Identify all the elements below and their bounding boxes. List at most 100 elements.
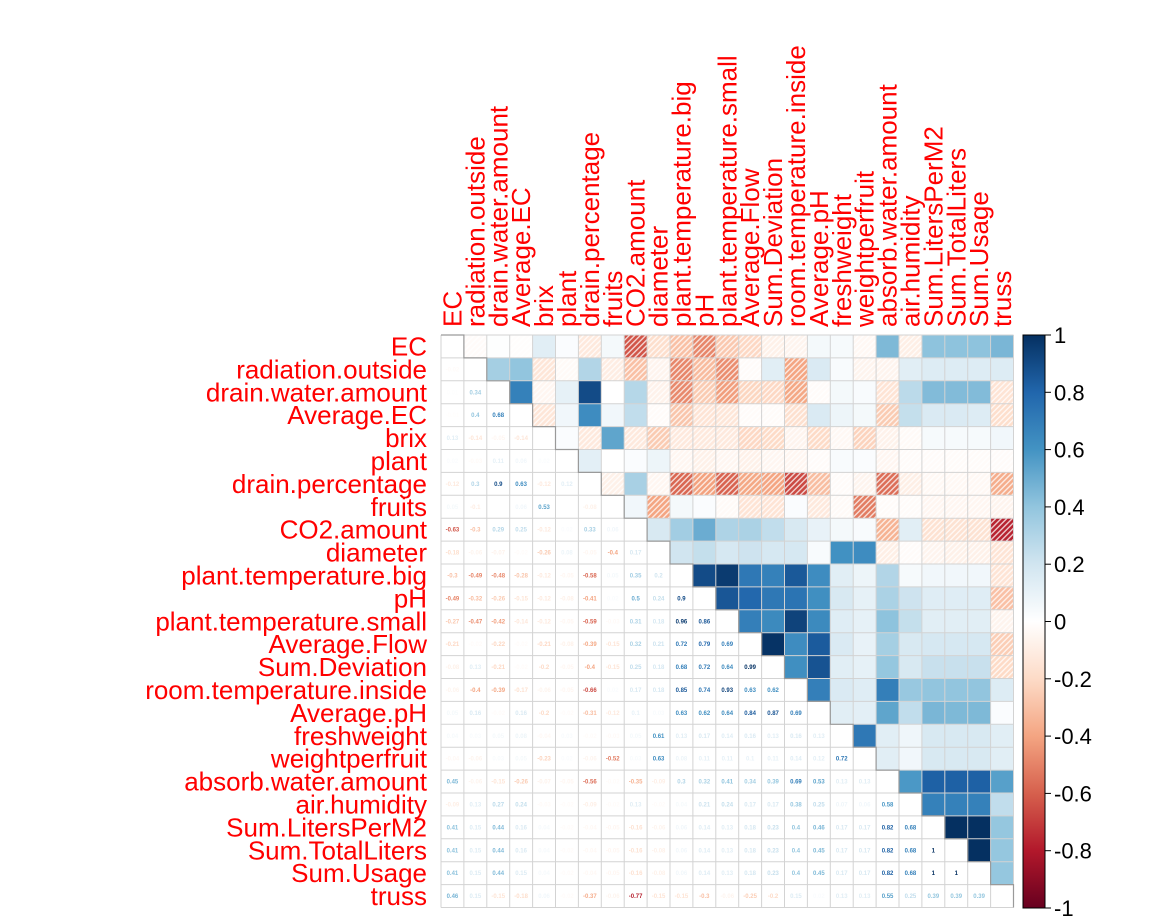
negative-hatch [692,403,717,428]
heatmap-cell [944,724,968,748]
coefficient-label: 0.79 [699,642,711,648]
row-label: freshweight [294,721,428,751]
negative-hatch [761,380,785,405]
coefficient-label: -0.08 [652,848,666,854]
heatmap-cell [853,541,877,564]
negative-hatch [623,426,648,450]
heatmap-cell [738,518,762,542]
heatmap-cell [944,655,968,679]
heatmap-cell [990,747,1014,771]
coefficient-label: 0.2 [654,573,663,579]
diagonal-cell [807,701,831,725]
heatmap-cell [601,426,625,450]
column-label: fruits [598,271,628,327]
column-label: radiation.outside [460,136,490,327]
coefficient-label: 0.16 [470,711,482,717]
coefficient-label: -0.02 [560,802,574,808]
heatmap-cell [899,632,922,656]
heatmap-cell [921,357,945,381]
negative-hatch [532,357,556,382]
heatmap-cell [761,518,785,542]
coefficient-label: 0.17 [744,802,756,808]
coefficient-label: -0.77 [629,894,643,900]
heatmap-cell [715,518,739,542]
negative-hatch [555,357,579,382]
negative-hatch [692,449,717,473]
coefficient-label: 0.08 [515,734,527,740]
row-label: air.humidity [296,789,428,819]
coefficient-label: 0.44 [492,825,504,831]
coefficient-label: 0.21 [653,642,665,648]
coefficient-label: 0.14 [699,871,711,877]
coefficient-label: 0.61 [653,734,665,740]
heatmap-cell [784,632,808,656]
diagonal-cell [670,564,693,587]
coefficient-label: 0.17 [836,871,848,877]
heatmap-cell [830,609,854,633]
coefficient-label: -0.23 [537,757,551,763]
heatmap-cell [990,793,1014,816]
heatmap-cell [967,770,991,793]
coefficient-label: 0.14 [721,734,733,740]
negative-hatch [967,494,992,519]
heatmap-cell [830,335,854,358]
heatmap-cell [876,564,899,587]
coefficient-label: 0.03 [653,711,665,717]
row-label: fruits [371,492,427,522]
heatmap-cell [830,541,854,564]
coefficient-label: 0.13 [859,780,871,786]
coefficient-label: 0.46 [813,825,825,831]
row-label: diameter [326,538,427,568]
heatmap-cell [624,495,648,519]
coefficient-label: -0.15 [491,780,505,786]
heatmap-cell [692,564,716,587]
coefficient-label: -0.47 [469,619,483,625]
coefficient-label: -0.05 [606,825,620,831]
coefficient-label: 0.05 [630,734,642,740]
negative-hatch [990,403,1014,428]
negative-hatch [829,426,854,450]
negative-hatch [875,426,900,450]
coefficient-label: 0.63 [744,688,756,694]
heatmap-cell [692,518,716,542]
diagonal-cell [967,861,991,885]
coefficient-label: 0.02 [561,528,573,534]
coefficient-label: 0.34 [470,390,482,396]
heatmap-cell [578,357,602,381]
coefficient-label: 0.08 [561,551,573,557]
coefficient-label: 0.62 [767,688,779,694]
heatmap-cell [761,609,785,633]
coefficient-label: -0.21 [537,642,551,648]
colorbar-tick-label: 0 [1054,610,1066,635]
heatmap-cell [944,403,968,427]
coefficient-label: -0.03 [606,619,620,625]
row-label: plant.temperature.small [155,606,427,636]
negative-hatch [944,449,969,473]
coefficient-label: 0.15 [470,871,482,877]
negative-hatch [990,586,1014,611]
coefficient-label: -0.3 [699,894,710,900]
heatmap-cell [670,495,693,519]
coefficient-label: -0.27 [446,619,460,625]
coefficient-label: -0.52 [606,757,620,763]
upper-triangle-cells [463,334,1014,885]
negative-hatch [829,494,854,519]
heatmap-cell [830,632,854,656]
heatmap-cell [853,632,877,656]
coefficient-label: 0.24 [653,596,665,602]
negative-hatch [852,357,877,382]
coefficient-label: 0.18 [744,871,756,877]
coefficient-label: 0.18 [653,619,665,625]
negative-hatch [646,334,671,359]
coefficient-label: 0.25 [905,894,917,900]
coefficient-label: 0.05 [447,505,459,511]
diagonal-cell [761,655,785,679]
negative-hatch [669,403,694,428]
heatmap-cell [967,632,991,656]
heatmap-cell [967,357,991,381]
negative-hatch [875,494,900,519]
coefficient-label: 0.72 [836,757,848,763]
diagonal-cell [899,793,922,816]
colorbar-tick-label: 0.8 [1054,380,1085,405]
heatmap-cell [944,815,968,839]
